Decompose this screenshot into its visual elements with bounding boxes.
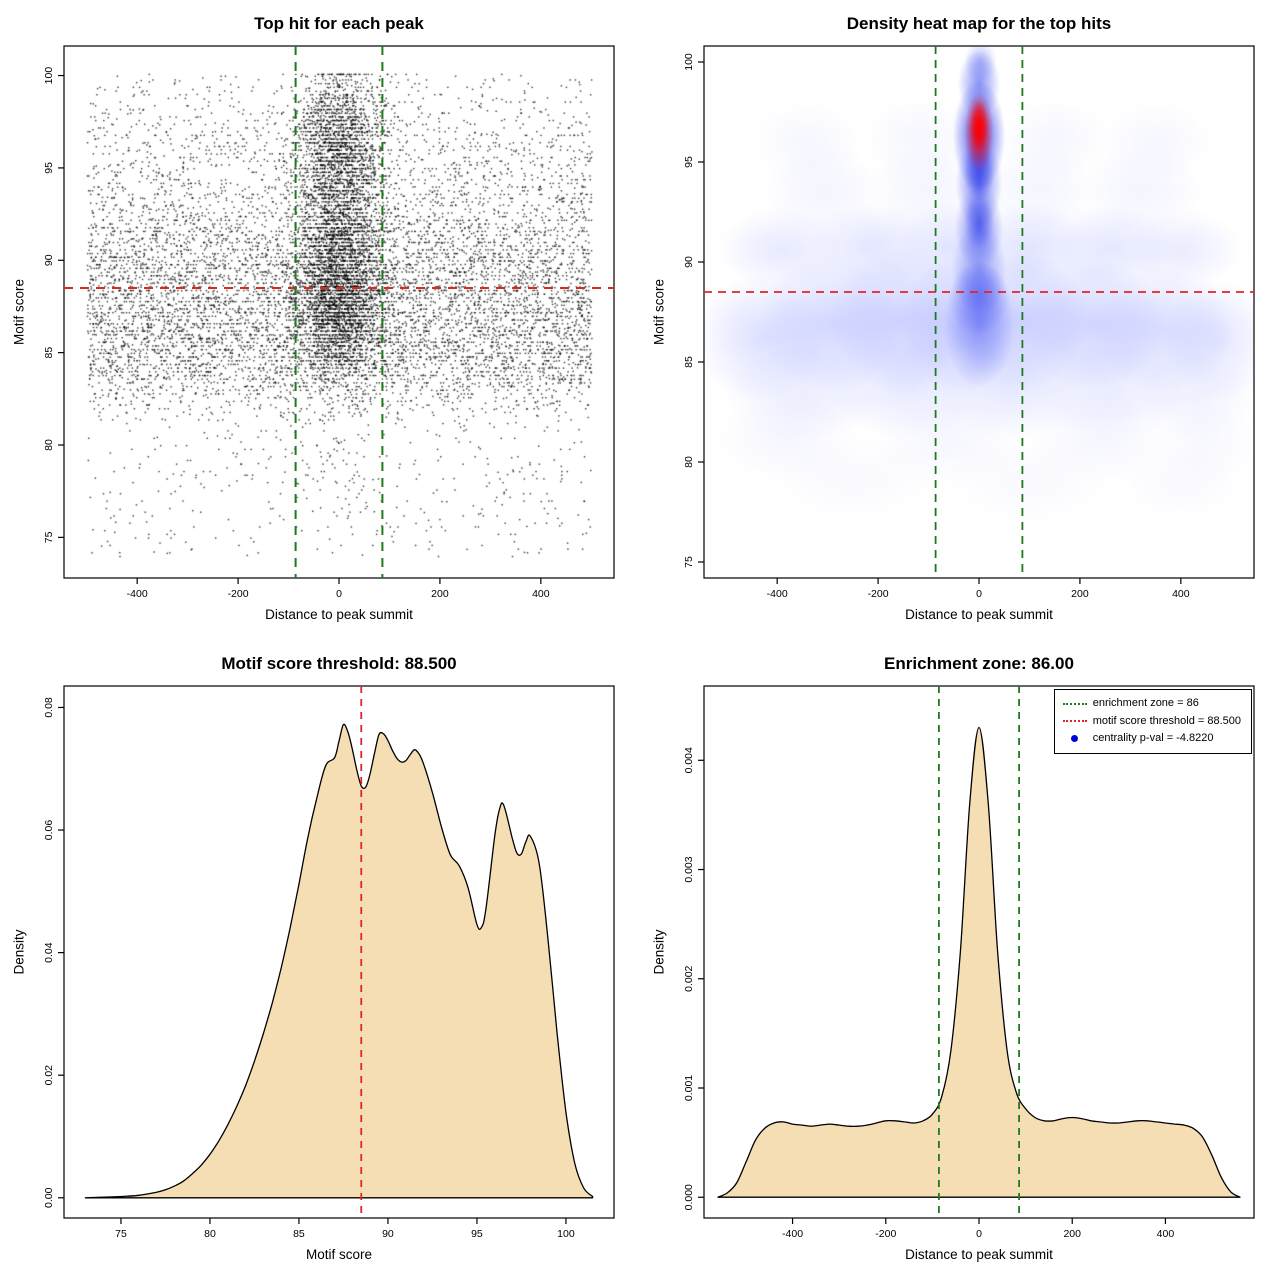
legend: enrichment zone = 86 motif score thresho… xyxy=(1053,689,1252,754)
svg-text:200: 200 xyxy=(1071,588,1089,600)
legend-label-score-threshold: motif score threshold = 88.500 xyxy=(1092,714,1241,727)
scatter-axes-layer: -400 -200 0 200 400 75 80 85 90 95 100 xyxy=(43,45,615,600)
enrichment-zone-line-icon xyxy=(1062,702,1088,705)
legend-label-enrichment-zone: enrichment zone = 86 xyxy=(1092,697,1199,709)
svg-text:-400: -400 xyxy=(782,1228,803,1240)
score-density-title: Motif score threshold: 88.500 xyxy=(221,654,457,673)
svg-text:200: 200 xyxy=(1063,1228,1081,1240)
svg-text:-400: -400 xyxy=(767,588,788,600)
svg-text:0.003: 0.003 xyxy=(683,856,695,882)
svg-text:90: 90 xyxy=(683,256,695,268)
svg-text:-200: -200 xyxy=(228,588,249,600)
svg-text:200: 200 xyxy=(431,588,449,600)
heatmap-x-axis-label: Distance to peak summit xyxy=(905,607,1053,622)
distance-density-title: Enrichment zone: 86.00 xyxy=(884,654,1074,673)
distance-density-plot: -400 -200 0 200 400 0.000 0.001 0.002 0.003 0.004 xyxy=(683,685,1255,1240)
svg-text:0.004: 0.004 xyxy=(683,747,695,773)
scatter-x-axis-label: Distance to peak summit xyxy=(265,607,413,622)
score-density-x-axis-label: Motif score xyxy=(305,1247,373,1262)
legend-item-score-threshold: motif score threshold = 88.500 xyxy=(1062,713,1241,731)
svg-text:0: 0 xyxy=(976,1228,982,1240)
svg-text:100: 100 xyxy=(683,53,695,71)
svg-text:80: 80 xyxy=(43,439,55,451)
svg-text:400: 400 xyxy=(532,588,550,600)
svg-text:-200: -200 xyxy=(875,1228,896,1240)
svg-text:0: 0 xyxy=(976,588,982,600)
svg-text:95: 95 xyxy=(471,1228,483,1240)
svg-text:0.08: 0.08 xyxy=(43,697,55,718)
panel-density-heatmap: -400 -200 0 200 400 75 80 85 90 95 100 Density hea… xyxy=(640,0,1280,640)
svg-text:95: 95 xyxy=(683,156,695,168)
svg-text:0.002: 0.002 xyxy=(683,965,695,991)
svg-text:0.02: 0.02 xyxy=(43,1065,55,1086)
panel-distance-density: -400 -200 0 200 400 0.000 0.001 0.002 0.003 0.004… xyxy=(640,640,1280,1280)
svg-text:-400: -400 xyxy=(127,588,148,600)
svg-text:100: 100 xyxy=(557,1228,575,1240)
svg-text:80: 80 xyxy=(683,456,695,468)
distance-density-y-axis-label: Density xyxy=(651,929,667,975)
legend-label-centrality-pval: centrality p-val = -4.8220 xyxy=(1092,732,1214,745)
scatter-points-canvas xyxy=(64,46,614,578)
score-density-y-axis-label: Density xyxy=(11,929,27,975)
panel-score-density: 75 80 85 90 95 100 0.00 0.02 0.04 0.06 0.08 Motif … xyxy=(0,640,640,1280)
svg-text:0.000: 0.000 xyxy=(683,1184,695,1210)
svg-text:75: 75 xyxy=(43,531,55,543)
svg-text:400: 400 xyxy=(1157,1228,1175,1240)
svg-text:80: 80 xyxy=(204,1228,216,1240)
svg-text:90: 90 xyxy=(382,1228,394,1240)
scatter-y-axis-label: Motif score xyxy=(11,278,27,346)
svg-text:400: 400 xyxy=(1172,588,1190,600)
svg-text:0.06: 0.06 xyxy=(43,820,55,841)
svg-text:0: 0 xyxy=(336,588,342,600)
heatmap-y-axis-label: Motif score xyxy=(651,278,667,346)
svg-text:0.04: 0.04 xyxy=(43,942,55,963)
legend-item-centrality-pval: centrality p-val = -4.8220 xyxy=(1062,730,1241,748)
heatmap-canvas xyxy=(704,46,1254,578)
panel-top-hit-scatter: -400 -200 0 200 400 75 80 85 90 95 100 Top hit for… xyxy=(0,0,640,640)
svg-text:90: 90 xyxy=(43,254,55,266)
svg-text:0.001: 0.001 xyxy=(683,1075,695,1101)
score-density-plot: 75 80 85 90 95 100 0.00 0.02 0.04 0.06 0.08 xyxy=(43,685,615,1240)
scatter-title: Top hit for each peak xyxy=(254,14,424,33)
heatmap-title: Density heat map for the top hits xyxy=(846,14,1112,33)
svg-text:85: 85 xyxy=(293,1228,305,1240)
svg-text:75: 75 xyxy=(683,556,695,568)
svg-text:85: 85 xyxy=(43,347,55,359)
legend-item-enrichment-zone: enrichment zone = 86 xyxy=(1062,695,1241,713)
svg-text:100: 100 xyxy=(43,67,55,85)
heatmap-axes-layer: -400 -200 0 200 400 75 80 85 90 95 100 xyxy=(683,45,1255,600)
score-threshold-line-icon xyxy=(1062,720,1088,723)
svg-text:0.00: 0.00 xyxy=(43,1187,55,1208)
svg-text:95: 95 xyxy=(43,162,55,174)
svg-text:85: 85 xyxy=(683,356,695,368)
centrality-pval-point-icon xyxy=(1062,735,1088,743)
distance-density-x-axis-label: Distance to peak summit xyxy=(905,1247,1053,1262)
svg-text:-200: -200 xyxy=(868,588,889,600)
svg-text:75: 75 xyxy=(115,1228,127,1240)
